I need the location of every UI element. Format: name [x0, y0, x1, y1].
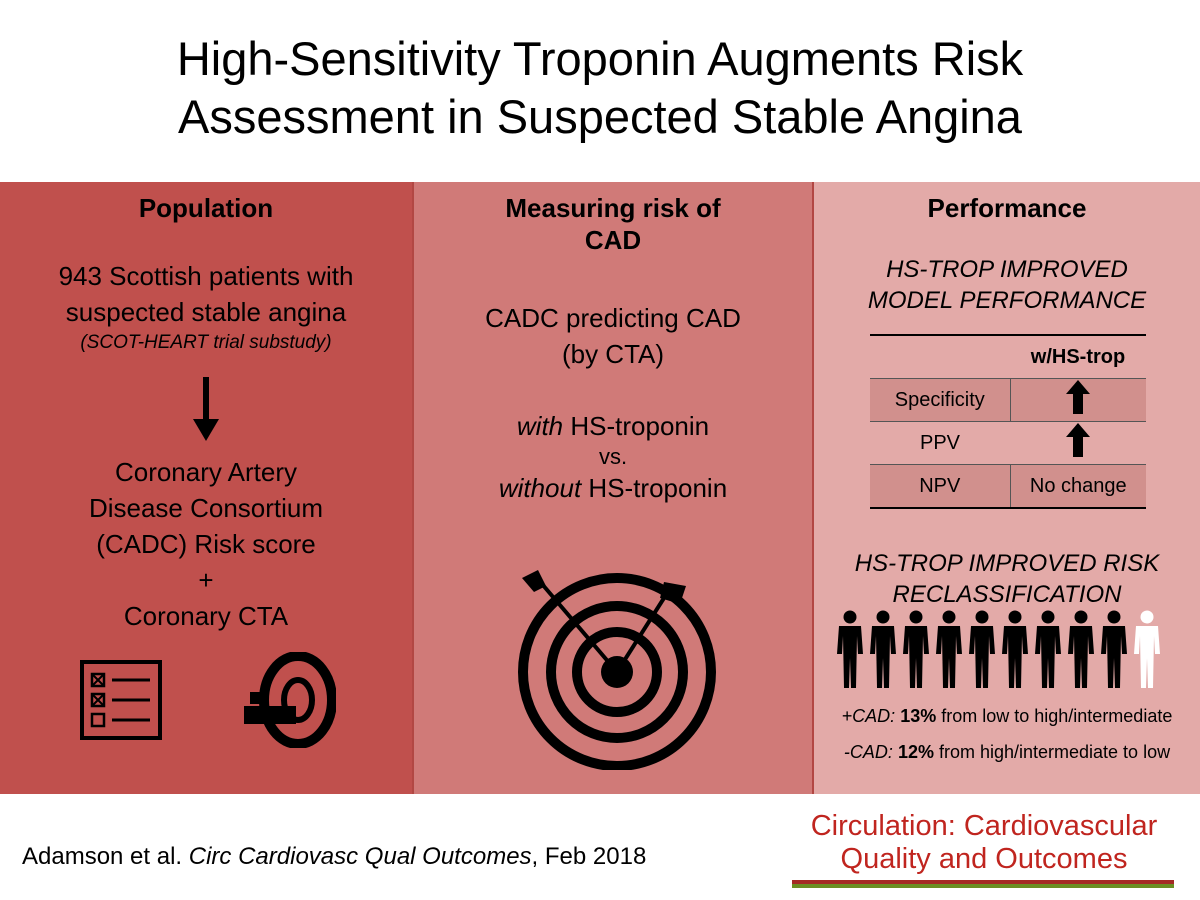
- with-line: with HS-troponin: [414, 408, 812, 444]
- sub1-line-1: HS-TROP IMPROVED: [886, 256, 1128, 283]
- title-line-2: Assessment in Suspected Stable Angina: [178, 90, 1022, 143]
- up-arrow-icon: [1066, 423, 1090, 457]
- journal-line-1: Circulation: Cardiovascular: [810, 810, 1158, 842]
- npv-value: No change: [1009, 464, 1146, 509]
- row-label-npv: NPV: [870, 464, 1010, 509]
- model-performance-subheading: HS-TROP IMPROVED MODEL PERFORMANCE: [814, 254, 1200, 316]
- score-line-2: Disease Consortium: [88, 493, 324, 523]
- ct-scanner-icon: [244, 652, 336, 748]
- person-icon-dark: [1035, 610, 1061, 688]
- target-icon: [518, 570, 716, 770]
- with-rest: HS-troponin: [563, 411, 710, 441]
- row-label-specificity: Specificity: [870, 378, 1010, 422]
- stat1-percent: 13%: [900, 706, 937, 726]
- without-rest: HS-troponin: [581, 473, 728, 503]
- measuring-heading-line-1: Measuring risk of: [505, 193, 721, 223]
- without-word: without: [498, 473, 582, 503]
- stat1-rest: from low to high/intermediate: [936, 706, 1173, 726]
- person-icon-light: [1134, 610, 1160, 688]
- performance-heading: Performance: [927, 193, 1087, 223]
- plus-sign: +: [198, 565, 214, 595]
- citation-date: , Feb 2018: [531, 843, 647, 870]
- journal-logo: Circulation: Cardiovascular Quality and …: [794, 810, 1174, 876]
- performance-panel: Performance HS-TROP IMPROVED MODEL PERFO…: [814, 182, 1200, 794]
- table-row: PPV: [870, 421, 1146, 465]
- stat2-percent: 12%: [897, 742, 934, 762]
- population-note: (SCOT-HEART trial substudy): [80, 332, 332, 353]
- person-icon-dark: [936, 610, 962, 688]
- cad-negative-stat: -CAD: 12% from high/intermediate to low: [814, 740, 1200, 764]
- cta-label: Coronary CTA: [123, 601, 289, 631]
- citation-journal: Circ Cardiovasc Qual Outcomes: [188, 843, 532, 870]
- measuring-heading: Measuring risk of CAD: [414, 192, 812, 256]
- person-icon-dark: [903, 610, 929, 688]
- population-description: 943 Scottish patients with suspected sta…: [0, 258, 412, 356]
- population-heading: Population: [138, 193, 274, 223]
- cad-positive-stat: +CAD: 13% from low to high/intermediate: [814, 704, 1200, 728]
- person-icon-dark: [1002, 610, 1028, 688]
- without-line: without HS-troponin: [414, 470, 812, 506]
- population-line-2: suspected stable angina: [65, 297, 347, 327]
- checklist-icon: [80, 660, 162, 740]
- journal-underline-red: [792, 880, 1174, 884]
- sub1-line-2: MODEL PERFORMANCE: [867, 287, 1147, 314]
- score-line-3: (CADC) Risk score: [96, 529, 316, 559]
- citation: Adamson et al. Circ Cardiovasc Qual Outc…: [22, 843, 646, 871]
- journal-line-2: Quality and Outcomes: [840, 843, 1128, 875]
- sub2-line-1: HS-TROP IMPROVED RISK: [854, 550, 1160, 577]
- people-pictogram: [837, 610, 1160, 688]
- citation-author: Adamson et al.: [22, 843, 189, 870]
- person-icon-dark: [969, 610, 995, 688]
- person-icon-dark: [1101, 610, 1127, 688]
- measuring-line-1: CADC predicting CAD: [485, 303, 741, 333]
- person-icon-dark: [870, 610, 896, 688]
- person-icon-dark: [837, 610, 863, 688]
- reclassification-subheading: HS-TROP IMPROVED RISK RECLASSIFICATION: [814, 548, 1200, 610]
- journal-underline-green: [792, 884, 1174, 888]
- population-line-1: 943 Scottish patients with: [58, 261, 354, 291]
- down-arrow-icon: [193, 377, 219, 441]
- measuring-description: CADC predicting CAD (by CTA): [414, 300, 812, 372]
- person-icon-dark: [1068, 610, 1094, 688]
- up-arrow-icon: [1066, 380, 1091, 414]
- sub2-line-2: RECLASSIFICATION: [892, 581, 1122, 608]
- table-row: Specificity: [870, 378, 1146, 422]
- stat2-rest: from high/intermediate to low: [933, 742, 1171, 762]
- risk-score-description: Coronary Artery Disease Consortium (CADC…: [0, 454, 412, 634]
- stat2-label: -CAD:: [843, 742, 893, 762]
- vs-label: vs.: [598, 444, 628, 469]
- stat1-label: +CAD:: [841, 706, 896, 726]
- table-header-hs-trop: w/HS-trop: [1010, 334, 1146, 379]
- measuring-heading-line-2: CAD: [584, 225, 642, 255]
- infographic-title: High-Sensitivity Troponin Augments Risk …: [0, 30, 1200, 146]
- table-row: NPV No change: [870, 464, 1146, 509]
- comparison-text: with HS-troponin vs. without HS-troponin: [414, 408, 812, 506]
- population-panel: Population 943 Scottish patients with su…: [0, 182, 412, 794]
- score-line-1: Coronary Artery: [114, 457, 298, 487]
- with-word: with: [516, 411, 564, 441]
- row-label-ppv: PPV: [870, 421, 1010, 465]
- performance-table: w/HS-trop Specificity PPV NPV No change: [870, 334, 1146, 509]
- measuring-line-2: (by CTA): [561, 339, 665, 369]
- measuring-panel: Measuring risk of CAD CADC predicting CA…: [412, 182, 814, 794]
- title-line-1: High-Sensitivity Troponin Augments Risk: [176, 32, 1024, 85]
